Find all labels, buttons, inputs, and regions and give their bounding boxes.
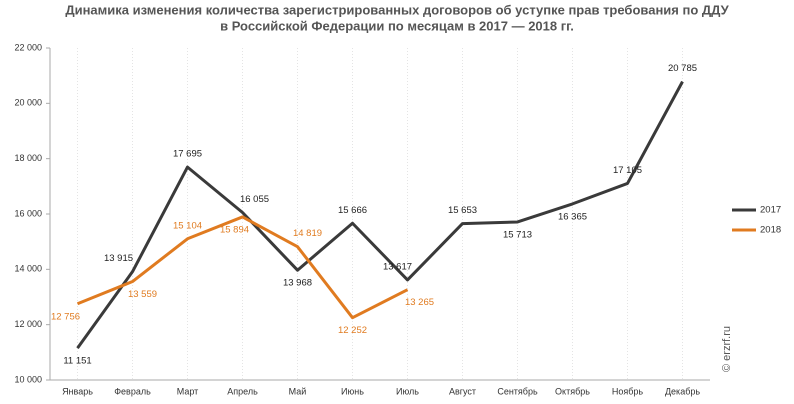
x-tick-label: Ноябрь [612, 386, 644, 396]
y-tick-label: 14 000 [14, 264, 42, 274]
y-tick-label: 20 000 [14, 98, 42, 108]
data-label: 15 894 [220, 224, 249, 235]
series-line [76, 80, 684, 350]
data-label: 11 151 [63, 356, 91, 367]
chart-title: Динамика изменения количества зарегистри… [65, 2, 729, 17]
y-tick-label: 16 000 [14, 208, 42, 218]
data-label: 16 055 [240, 194, 269, 205]
data-label: 15 653 [448, 205, 477, 216]
y-tick-label: 22 000 [14, 42, 42, 52]
x-tick-label: Декабрь [665, 386, 700, 396]
data-label: 13 559 [128, 289, 157, 300]
x-tick-label: Апрель [227, 386, 258, 396]
chart-title: в Российской Федерации по месяцам в 2017… [220, 18, 574, 33]
data-label: 16 365 [558, 211, 587, 222]
data-label: 12 252 [338, 325, 367, 336]
x-tick-label: Июль [396, 386, 419, 396]
data-label: 13 617 [383, 261, 412, 272]
x-tick-label: Май [289, 386, 307, 396]
data-label: 15 104 [173, 220, 202, 231]
x-tick-label: Октябрь [555, 386, 590, 396]
y-tick-label: 12 000 [14, 319, 42, 329]
data-label: 20 785 [668, 63, 697, 74]
data-label: 13 265 [405, 297, 434, 308]
data-label: 15 666 [338, 205, 367, 216]
y-tick-label: 10 000 [14, 374, 42, 384]
legend-label: 2017 [760, 205, 781, 216]
x-tick-label: Июнь [341, 386, 364, 396]
x-tick-label: Январь [62, 386, 93, 396]
series-line [76, 215, 409, 320]
data-label: 13 915 [104, 253, 133, 264]
watermark: © erzrf.ru [721, 326, 733, 372]
x-tick-label: Февраль [114, 386, 151, 396]
x-tick-label: Март [177, 386, 199, 396]
y-tick-label: 18 000 [14, 153, 42, 163]
data-label: 15 713 [503, 229, 532, 240]
data-label: 17 695 [173, 149, 202, 160]
x-tick-label: Август [449, 386, 476, 396]
data-label: 14 819 [293, 228, 322, 239]
legend-label: 2018 [760, 225, 781, 236]
data-label: 17 105 [613, 165, 642, 176]
data-label: 13 968 [283, 278, 312, 289]
data-label: 12 756 [51, 311, 80, 322]
x-tick-label: Сентябрь [497, 386, 538, 396]
